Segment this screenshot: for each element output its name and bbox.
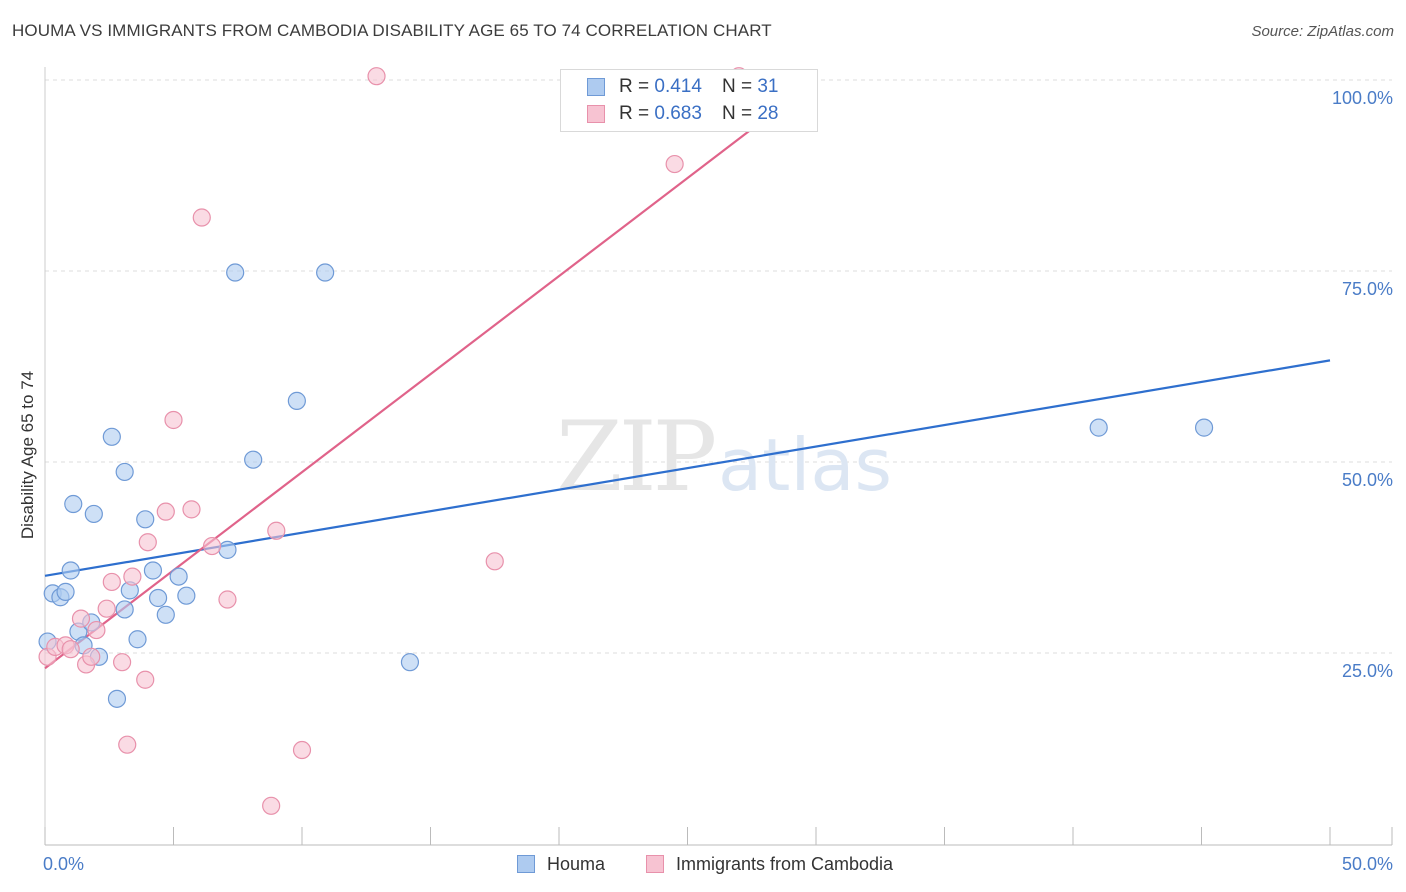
houma-n-value: 31 [757, 76, 779, 97]
y-tick-label: 25.0% [1342, 661, 1393, 681]
cambodia-point [164, 410, 183, 430]
r-label: R = [619, 103, 650, 124]
cambodia-swatch [587, 105, 605, 123]
houma-point [226, 263, 245, 282]
cambodia-point [123, 567, 142, 586]
houma-point [316, 263, 335, 282]
y-tick-label: 75.0% [1342, 279, 1393, 299]
gridlines [45, 79, 1392, 654]
data-points [38, 67, 1214, 815]
houma-point [148, 588, 168, 608]
houma-point [244, 450, 263, 469]
cambodia-point [71, 609, 91, 628]
houma-trend-line [44, 359, 1331, 577]
houma-point [102, 427, 121, 446]
n-label: N = [721, 76, 753, 97]
tick-labels: 25.0% 50.0% 75.0% 100.0% 0.0% 50.0% [43, 88, 1393, 874]
y-tick-label: 100.0% [1332, 88, 1393, 108]
houma-point [1089, 418, 1108, 437]
houma-legend-label: Houma [547, 853, 606, 874]
cambodia-point [82, 647, 101, 666]
legend-row-cambodia: R = 0.683 N = 28 [587, 101, 778, 127]
houma-point [61, 561, 80, 580]
houma-point [84, 504, 103, 524]
chart-source: Source: ZipAtlas.com [1251, 23, 1394, 40]
x-tick-label: 50.0% [1342, 854, 1393, 874]
cambodia-point [61, 640, 80, 659]
bottom-legend-cambodia: Immigrants from Cambodia [646, 851, 893, 877]
cambodia-point [192, 208, 211, 227]
cambodia-point [202, 536, 222, 556]
y-tick-label: 50.0% [1342, 470, 1393, 490]
cambodia-point [262, 796, 281, 815]
houma-point [400, 653, 420, 672]
cambodia-r-value: 0.683 [654, 103, 702, 124]
cambodia-trend-line [44, 79, 817, 670]
cambodia-point [87, 620, 106, 640]
y-axis-label: Disability Age 65 to 74 [18, 371, 37, 539]
n-label: N = [721, 103, 753, 124]
cambodia-point [156, 502, 175, 521]
bottom-legend-houma: Houma [517, 851, 605, 877]
chart-title: HOUMA VS IMMIGRANTS FROM CAMBODIA DISABI… [12, 21, 772, 40]
houma-swatch [587, 78, 605, 96]
houma-point [218, 540, 237, 559]
cambodia-point [218, 590, 237, 609]
watermark-atlas: atlas [718, 423, 892, 507]
watermark-zip: ZIP [556, 401, 715, 513]
x-tick-label: 0.0% [43, 854, 84, 874]
houma-point [115, 462, 134, 482]
trend-lines [44, 79, 1331, 670]
cambodia-point [136, 670, 155, 689]
houma-legend-swatch [517, 855, 535, 873]
cambodia-point [292, 740, 312, 760]
r-label: R = [619, 76, 650, 97]
houma-point [115, 600, 134, 619]
cambodia-n-value: 28 [757, 103, 779, 124]
cambodia-point [267, 521, 286, 540]
cambodia-point [97, 599, 116, 618]
axes [44, 67, 1393, 846]
cambodia-point [665, 154, 684, 174]
cambodia-point [367, 67, 386, 86]
houma-point [169, 567, 188, 586]
houma-point [107, 689, 127, 708]
houma-point [64, 494, 83, 514]
legend-row-houma: R = 0.414 N = 31 [587, 74, 778, 100]
houma-point [1194, 418, 1214, 437]
cambodia-point [118, 735, 137, 754]
correlation-legend: R = 0.414 N = 31 R = 0.683 N = 28 [560, 69, 818, 132]
houma-point [143, 561, 163, 580]
houma-point [56, 582, 75, 601]
houma-point [128, 630, 147, 649]
cambodia-point [102, 572, 121, 592]
houma-r-value: 0.414 [654, 76, 702, 97]
cambodia-point [182, 500, 201, 519]
houma-point [177, 586, 196, 605]
cambodia-point [138, 533, 157, 552]
houma-point [287, 391, 306, 410]
cambodia-legend-label: Immigrants from Cambodia [676, 853, 894, 874]
cambodia-point [485, 552, 504, 571]
cambodia-point [112, 653, 132, 672]
houma-point [156, 605, 175, 624]
cambodia-legend-swatch [646, 855, 664, 873]
zipatlas-watermark: ZIP atlas [556, 401, 892, 513]
houma-point [136, 510, 155, 529]
